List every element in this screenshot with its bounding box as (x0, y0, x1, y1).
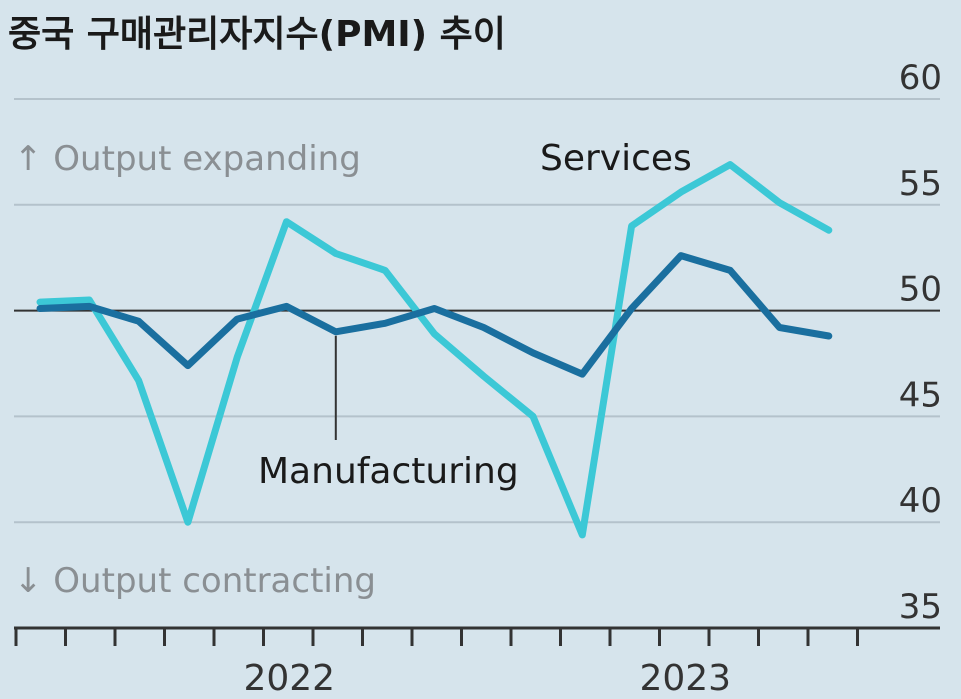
manufacturing-series-line (36, 252, 833, 378)
output-expanding-note: ↑ Output expanding (14, 139, 361, 179)
grid-lines (14, 98, 940, 524)
output-contracting-note: ↓ Output contracting (14, 561, 376, 601)
y-tick-label-35: 35 (899, 587, 942, 627)
y-tick-label-50: 50 (899, 270, 942, 310)
y-tick-label-45: 45 (899, 375, 942, 415)
chart-title: 중국 구매관리자지수(PMI) 추이 (8, 14, 506, 55)
y-tick-label-55: 55 (899, 164, 942, 204)
services-series-label: Services (540, 138, 692, 179)
y-tick-label-40: 40 (899, 481, 942, 521)
manufacturing-series-label: Manufacturing (258, 451, 519, 492)
y-axis-tick-labels: 35 40 45 50 55 60 (899, 58, 942, 627)
y-tick-label-60: 60 (899, 58, 942, 98)
series-lines (36, 161, 833, 539)
x-axis-ticks (14, 628, 859, 646)
x-year-label-2022: 2022 (243, 658, 335, 699)
x-axis-year-labels: 2022 2023 (243, 658, 731, 699)
x-year-label-2023: 2023 (639, 658, 731, 699)
